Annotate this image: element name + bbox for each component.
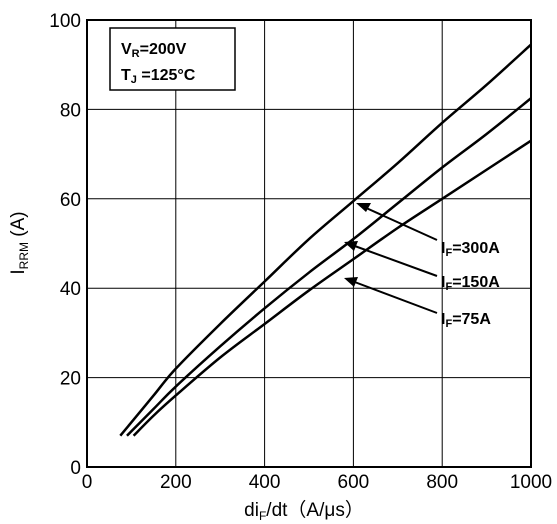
y-tick-label: 40 — [60, 279, 81, 300]
series-label-300a: IF=300A — [441, 240, 500, 259]
arrow-300a — [363, 206, 438, 241]
y-tick-label: 0 — [70, 458, 81, 479]
series-label-150a: IF=150A — [441, 274, 500, 293]
series-group — [119, 43, 532, 437]
condition-tj: TJ =125°C — [121, 67, 196, 86]
x-tick-label: 600 — [338, 472, 370, 493]
x-tick-label: 200 — [160, 472, 192, 493]
y-tick-label: 20 — [60, 369, 81, 390]
y-tick-label: 60 — [60, 190, 81, 211]
x-tick-label: 1000 — [510, 472, 552, 493]
arrowhead-150a — [344, 241, 358, 251]
y-tick-label: 80 — [60, 100, 81, 121]
conditions-box: VR=200V TJ =125°C — [109, 27, 236, 91]
tick-labels: 0 200 400 600 800 1000 0 20 40 60 80 100 — [49, 11, 552, 493]
arrow-150a — [351, 244, 438, 277]
series-line-if-75a — [132, 139, 532, 437]
series-labels: IF=300A IF=150A IF=75A — [344, 203, 500, 330]
x-axis-label: diF/dt（A/μs） — [244, 499, 364, 523]
x-tick-label: 400 — [249, 472, 281, 493]
y-tick-label: 100 — [49, 11, 81, 32]
x-tick-label: 0 — [82, 472, 93, 493]
series-line-if-150a — [126, 97, 532, 437]
plot-frame — [86, 19, 532, 468]
conditions-box-border — [109, 27, 236, 91]
series-label-75a: IF=75A — [441, 311, 491, 330]
arrow-75a — [351, 280, 438, 314]
arrowhead-300a — [356, 203, 371, 212]
x-tick-label: 800 — [426, 472, 458, 493]
condition-vr: VR=200V — [121, 41, 187, 60]
y-axis-label: IRRM (A) — [8, 211, 31, 274]
arrowhead-75a — [344, 277, 358, 287]
series-line-if-300a — [119, 43, 532, 437]
